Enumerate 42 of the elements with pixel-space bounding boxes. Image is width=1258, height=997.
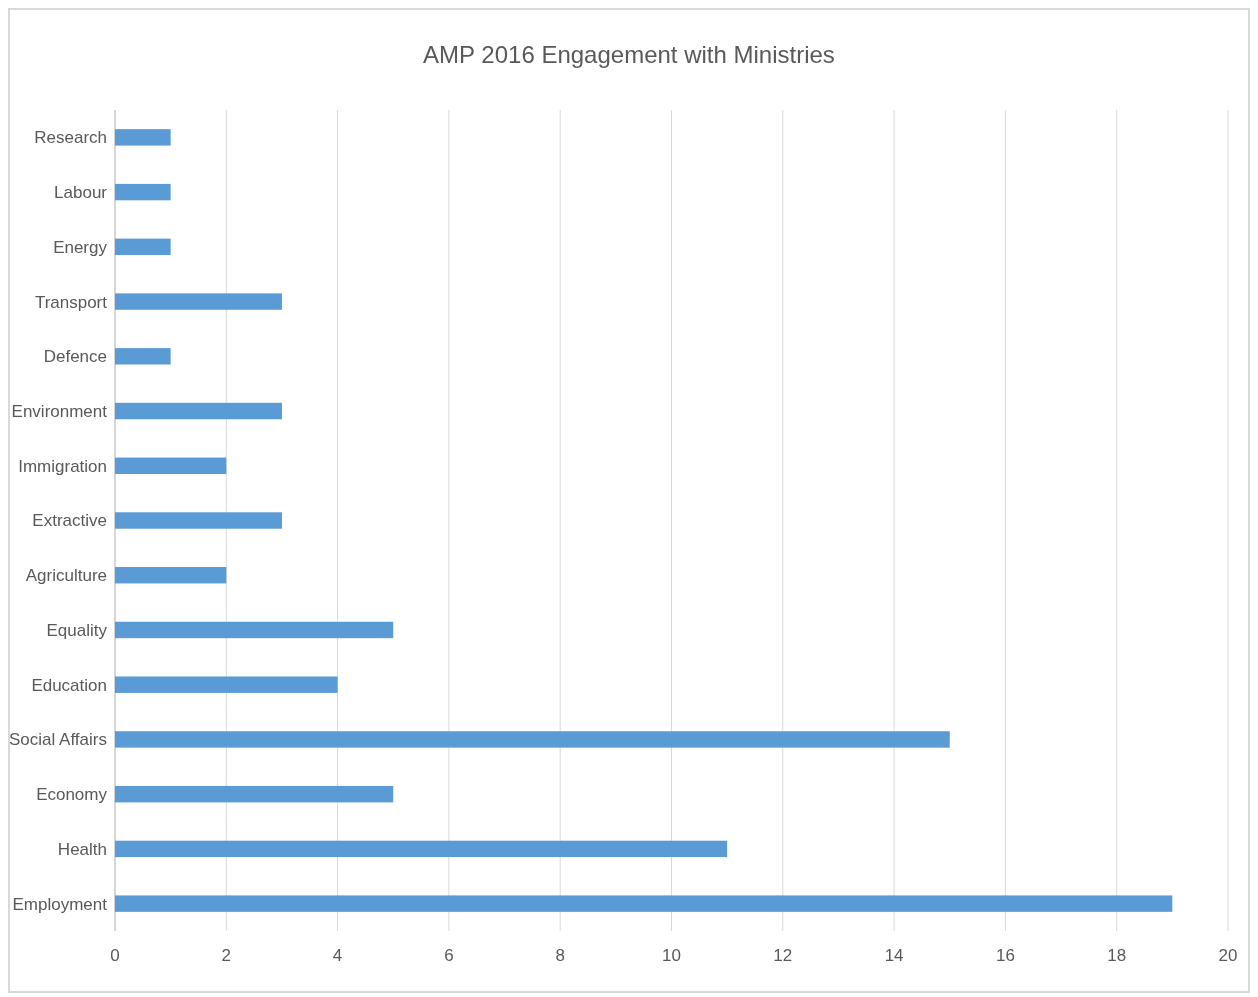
x-tick-label: 8: [555, 946, 565, 965]
y-tick-label: Agriculture: [25, 566, 107, 586]
y-tick-label: Transport: [34, 292, 108, 312]
y-tick-label: Health: [57, 839, 107, 859]
bar: [115, 238, 171, 256]
y-tick-label: Environment: [11, 401, 108, 421]
y-tick-label: Energy: [53, 237, 108, 257]
bar: [115, 183, 171, 201]
x-tick-label: 2: [221, 946, 232, 965]
y-tick-label: Education: [31, 675, 107, 695]
y-tick-label: Economy: [36, 785, 108, 805]
bar: [115, 402, 282, 420]
y-tick-label: Defence: [43, 347, 107, 367]
bar: [115, 840, 728, 858]
x-tick-label: 16: [995, 946, 1015, 965]
x-tick-label: 4: [332, 946, 343, 965]
y-tick-label: Labour: [54, 183, 108, 203]
chart-title: AMP 2016 Engagement with Ministries: [423, 41, 835, 68]
x-tick-label: 6: [444, 946, 454, 965]
x-tick-label: 0: [110, 946, 120, 965]
bar: [115, 457, 227, 474]
bar: [115, 129, 171, 146]
bar: [115, 567, 227, 584]
bar: [115, 676, 338, 693]
y-tick-label: Research: [34, 128, 107, 148]
y-tick-label: Employment: [12, 894, 108, 914]
bar: [115, 785, 394, 803]
x-tick-label: 18: [1107, 946, 1127, 965]
y-tick-label: Extractive: [32, 511, 107, 531]
x-tick-label: 20: [1218, 946, 1238, 965]
y-tick-label: Equality: [46, 620, 108, 640]
bar: [115, 348, 171, 365]
bar: [115, 895, 1173, 912]
bar: [115, 731, 950, 748]
x-tick-label: 14: [884, 946, 904, 965]
bar: [115, 512, 282, 529]
bar: [115, 293, 282, 310]
x-tick-label: 10: [662, 946, 681, 965]
bar: [115, 621, 394, 639]
y-tick-label: Social Affairs: [9, 730, 107, 750]
y-tick-label: Immigration: [18, 456, 107, 476]
x-tick-label: 12: [773, 946, 793, 965]
